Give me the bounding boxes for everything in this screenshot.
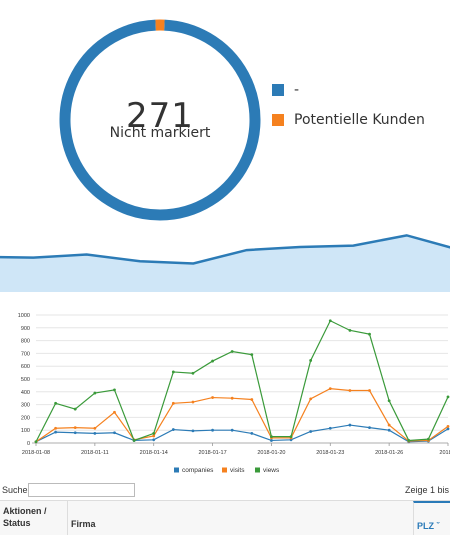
data-point-visits[interactable] — [211, 396, 214, 399]
series-line-companies — [36, 425, 448, 442]
column-header-plz[interactable]: PLZ ˇ — [413, 501, 450, 535]
data-point-visits[interactable] — [152, 435, 155, 438]
traffic-line-chart: 0 100 200 300 400 500 600 700 800 900 1000 2018-01-… — [0, 305, 450, 485]
y-tick-label: 800 — [21, 339, 30, 345]
data-point-companies[interactable] — [270, 439, 273, 442]
data-point-views[interactable] — [250, 353, 253, 356]
data-point-companies[interactable] — [54, 431, 57, 434]
data-point-companies[interactable] — [152, 438, 155, 441]
data-point-views[interactable] — [211, 360, 214, 363]
legend-swatch-orange — [272, 114, 284, 126]
data-point-views[interactable] — [368, 333, 371, 336]
data-point-views[interactable] — [270, 435, 273, 438]
legend-item-dash[interactable]: - — [272, 82, 299, 98]
data-point-companies[interactable] — [172, 428, 175, 431]
data-point-companies[interactable] — [74, 431, 77, 434]
legend-item-potentielle-kunden[interactable]: Potentielle Kunden — [272, 112, 425, 128]
data-point-visits[interactable] — [74, 426, 77, 429]
column-header-aktionen-status[interactable]: Aktionen / Status — [0, 501, 68, 535]
legend-swatch-companies — [174, 468, 179, 473]
sparkline-fill — [0, 235, 450, 292]
search-label: Suche: — [2, 485, 30, 495]
data-point-views[interactable] — [309, 359, 312, 362]
data-point-visits[interactable] — [388, 424, 391, 427]
data-point-views[interactable] — [407, 439, 410, 442]
table-header: Aktionen / Status Firma PLZ ˇ — [0, 500, 450, 535]
y-tick-label: 200 — [21, 415, 30, 421]
data-point-views[interactable] — [388, 399, 391, 402]
data-point-companies[interactable] — [388, 429, 391, 432]
legend-label: - — [294, 82, 299, 98]
data-point-visits[interactable] — [231, 397, 234, 400]
data-point-views[interactable] — [231, 350, 234, 353]
data-point-views[interactable] — [349, 329, 352, 332]
legend-label-companies[interactable]: companies — [182, 467, 214, 474]
y-tick-label: 900 — [21, 326, 30, 332]
data-point-companies[interactable] — [93, 432, 96, 435]
legend-label-visits[interactable]: visits — [230, 467, 245, 474]
data-point-visits[interactable] — [172, 402, 175, 405]
data-point-visits[interactable] — [54, 427, 57, 430]
data-point-companies[interactable] — [368, 426, 371, 429]
data-point-companies[interactable] — [329, 427, 332, 430]
data-point-companies[interactable] — [309, 430, 312, 433]
data-point-views[interactable] — [113, 388, 116, 391]
data-point-companies[interactable] — [231, 429, 234, 432]
legend-swatch-visits — [222, 468, 227, 473]
y-tick-label: 1000 — [18, 313, 30, 319]
x-tick-label: 2018-01-20 — [257, 450, 285, 456]
x-tick-label: 2018-01-26 — [375, 450, 403, 456]
data-point-views[interactable] — [290, 435, 293, 438]
data-point-views[interactable] — [93, 392, 96, 395]
sparkline-area-chart — [0, 228, 450, 292]
y-tick-label: 300 — [21, 403, 30, 409]
data-point-visits[interactable] — [309, 397, 312, 400]
data-point-visits[interactable] — [113, 411, 116, 414]
legend-swatch-blue — [272, 84, 284, 96]
data-point-views[interactable] — [35, 440, 38, 443]
data-point-views[interactable] — [329, 319, 332, 322]
data-point-views[interactable] — [172, 371, 175, 374]
search-input[interactable] — [28, 483, 135, 497]
data-point-views[interactable] — [74, 408, 77, 411]
data-point-visits[interactable] — [368, 389, 371, 392]
y-tick-label: 400 — [21, 390, 30, 396]
y-tick-label: 500 — [21, 377, 30, 383]
series-line-views — [36, 321, 448, 442]
legend-swatch-views — [255, 468, 260, 473]
data-point-visits[interactable] — [349, 389, 352, 392]
column-header-firma[interactable]: Firma — [68, 501, 413, 535]
data-point-visits[interactable] — [329, 387, 332, 390]
y-tick-label: 600 — [21, 364, 30, 370]
data-point-visits[interactable] — [192, 401, 195, 404]
x-tick-label: 2018-0 — [439, 450, 450, 456]
data-point-views[interactable] — [192, 372, 195, 375]
legend-label-views[interactable]: views — [263, 467, 280, 474]
y-tick-label: 100 — [21, 428, 30, 434]
data-point-companies[interactable] — [349, 424, 352, 427]
x-tick-label: 2018-01-14 — [140, 450, 168, 456]
x-tick-label: 2018-01-23 — [316, 450, 344, 456]
data-point-views[interactable] — [427, 438, 430, 441]
data-point-companies[interactable] — [211, 429, 214, 432]
data-point-visits[interactable] — [93, 427, 96, 430]
legend-label: Potentielle Kunden — [294, 112, 425, 128]
data-point-views[interactable] — [447, 396, 450, 399]
table-info: Zeige 1 bis 2 — [405, 485, 450, 495]
data-point-visits[interactable] — [447, 425, 450, 428]
y-tick-label: 700 — [21, 351, 30, 357]
data-point-views[interactable] — [54, 402, 57, 405]
data-point-companies[interactable] — [192, 429, 195, 432]
x-tick-label: 2018-01-11 — [81, 450, 109, 456]
data-point-views[interactable] — [152, 432, 155, 435]
data-point-visits[interactable] — [250, 398, 253, 401]
x-tick-label: 2018-01-17 — [199, 450, 227, 456]
data-point-companies[interactable] — [447, 428, 450, 431]
y-tick-label: 0 — [27, 441, 30, 447]
data-point-views[interactable] — [133, 439, 136, 442]
data-point-companies[interactable] — [113, 431, 116, 434]
donut-center-label: Nicht markiert — [55, 125, 265, 141]
x-tick-label: 2018-01-08 — [22, 450, 50, 456]
data-point-companies[interactable] — [250, 432, 253, 435]
